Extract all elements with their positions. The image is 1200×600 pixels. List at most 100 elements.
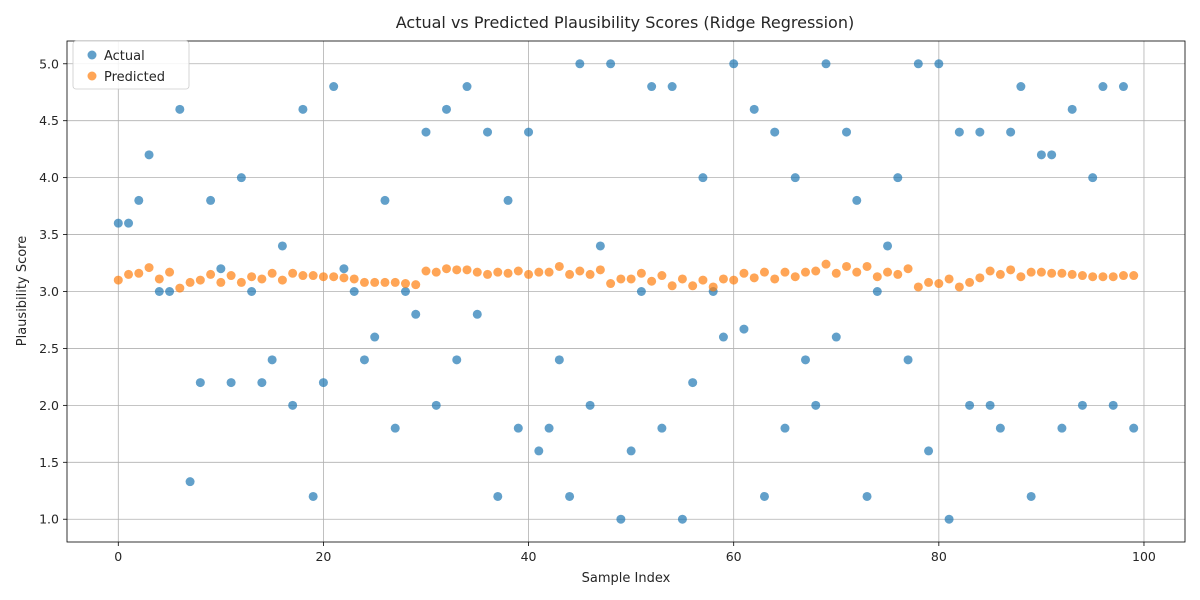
predicted-point bbox=[1006, 265, 1016, 275]
actual-point bbox=[472, 309, 482, 319]
actual-point bbox=[1077, 400, 1087, 410]
actual-point bbox=[924, 446, 934, 456]
predicted-point bbox=[216, 277, 226, 287]
predicted-point bbox=[862, 261, 872, 271]
actual-point bbox=[421, 127, 431, 137]
predicted-point bbox=[1047, 268, 1057, 278]
actual-point bbox=[390, 423, 400, 433]
actual-point bbox=[134, 195, 144, 205]
predicted-point bbox=[175, 283, 185, 293]
actual-point bbox=[431, 400, 441, 410]
predicted-point bbox=[595, 265, 605, 275]
actual-point bbox=[318, 378, 328, 388]
actual-point bbox=[688, 378, 698, 388]
actual-point bbox=[380, 195, 390, 205]
actual-point bbox=[677, 514, 687, 524]
actual-point bbox=[175, 104, 185, 114]
predicted-point bbox=[154, 274, 164, 284]
y-tick-label: 1.0 bbox=[39, 512, 59, 527]
actual-point bbox=[852, 195, 862, 205]
predicted-point bbox=[236, 277, 246, 287]
predicted-point bbox=[513, 266, 523, 276]
actual-point bbox=[1108, 400, 1118, 410]
x-tick-label: 60 bbox=[726, 549, 742, 564]
actual-point bbox=[626, 446, 636, 456]
actual-point bbox=[503, 195, 513, 205]
actual-point bbox=[944, 514, 954, 524]
actual-point bbox=[154, 287, 164, 296]
x-axis-title: Sample Index bbox=[582, 571, 671, 586]
actual-point bbox=[759, 491, 769, 501]
actual-point bbox=[913, 59, 923, 69]
predicted-point bbox=[770, 274, 780, 284]
predicted-point bbox=[647, 276, 657, 286]
predicted-point bbox=[934, 279, 944, 289]
predicted-point bbox=[800, 267, 810, 277]
actual-point bbox=[872, 287, 882, 296]
predicted-point bbox=[462, 265, 472, 275]
predicted-point bbox=[852, 267, 862, 277]
actual-point bbox=[411, 309, 421, 319]
x-tick-label: 80 bbox=[931, 549, 947, 564]
actual-point bbox=[524, 127, 534, 137]
actual-point bbox=[770, 127, 780, 137]
actual-point bbox=[144, 150, 154, 160]
predicted-point bbox=[483, 269, 493, 279]
predicted-point bbox=[636, 268, 646, 278]
actual-point bbox=[247, 287, 257, 296]
actual-point bbox=[862, 491, 872, 501]
actual-point bbox=[616, 514, 626, 524]
predicted-point bbox=[1026, 267, 1036, 277]
actual-point bbox=[216, 264, 226, 274]
predicted-point bbox=[452, 265, 462, 275]
predicted-point bbox=[226, 271, 236, 281]
predicted-point bbox=[195, 275, 205, 285]
legend-marker-predicted bbox=[87, 71, 97, 81]
predicted-point bbox=[329, 272, 339, 282]
predicted-point bbox=[821, 259, 831, 269]
predicted-point bbox=[759, 267, 769, 277]
predicted-point bbox=[298, 271, 308, 281]
predicted-point bbox=[749, 273, 759, 283]
actual-point bbox=[1036, 150, 1046, 160]
predicted-point bbox=[893, 269, 903, 279]
predicted-point bbox=[565, 269, 575, 279]
actual-point bbox=[883, 241, 893, 251]
actual-point bbox=[749, 104, 759, 114]
actual-point bbox=[124, 218, 134, 228]
predicted-point bbox=[524, 269, 534, 279]
actual-point bbox=[821, 59, 831, 69]
actual-point bbox=[780, 423, 790, 433]
predicted-point bbox=[380, 277, 390, 287]
y-tick-label: 4.5 bbox=[39, 113, 59, 128]
actual-point bbox=[975, 127, 985, 137]
actual-point bbox=[329, 82, 339, 92]
predicted-point bbox=[995, 269, 1005, 279]
predicted-point bbox=[985, 266, 995, 276]
predicted-point bbox=[206, 269, 216, 279]
predicted-point bbox=[944, 274, 954, 284]
actual-point bbox=[113, 218, 123, 228]
x-tick-label: 100 bbox=[1132, 549, 1156, 564]
predicted-point bbox=[339, 273, 349, 283]
legend-label-actual: Actual bbox=[104, 49, 145, 64]
actual-point bbox=[513, 423, 523, 433]
x-axis-ticks: 0 20 40 60 80 100 bbox=[114, 542, 1156, 564]
series-predicted bbox=[113, 259, 1139, 293]
x-tick-label: 0 bbox=[114, 549, 122, 564]
actual-point bbox=[718, 332, 728, 342]
predicted-point bbox=[390, 277, 400, 287]
predicted-point bbox=[349, 274, 359, 284]
predicted-point bbox=[790, 272, 800, 282]
actual-point bbox=[585, 400, 595, 410]
actual-point bbox=[544, 423, 554, 433]
data-points bbox=[113, 59, 1139, 524]
actual-point bbox=[1067, 104, 1077, 114]
predicted-point bbox=[359, 277, 369, 287]
actual-point bbox=[236, 173, 246, 183]
actual-point bbox=[995, 423, 1005, 433]
actual-point bbox=[606, 59, 616, 69]
actual-point bbox=[893, 173, 903, 183]
actual-point bbox=[657, 423, 667, 433]
plot-frame bbox=[66, 40, 1186, 543]
